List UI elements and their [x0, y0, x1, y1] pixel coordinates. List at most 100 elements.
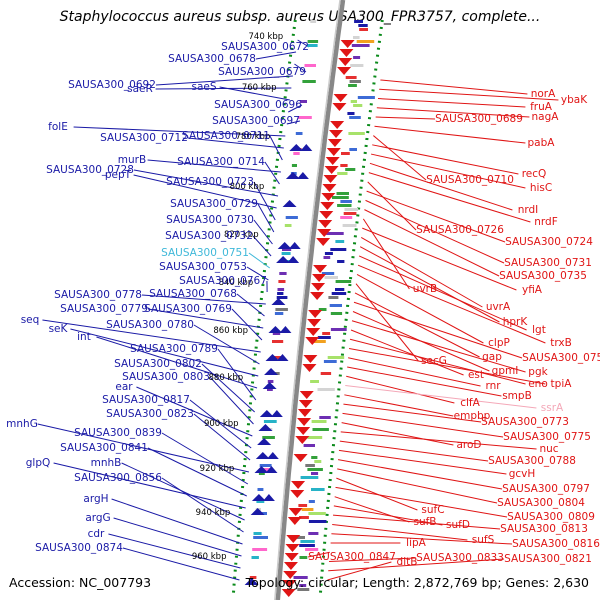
gene-block: [279, 272, 287, 275]
connector-sausa300-0874: [122, 547, 240, 581]
gene-block: [293, 576, 308, 579]
connector-sufb: [334, 496, 410, 523]
gene-block: [349, 116, 361, 119]
connector-sausa300-0768: [236, 293, 265, 317]
kbp-tick-label: 760 kbp: [242, 83, 277, 93]
gene-block: [299, 544, 315, 547]
gene-block: [351, 44, 370, 47]
gene-block: [317, 388, 335, 391]
gene-label-cdr: cdr: [88, 528, 105, 540]
gene-block: [299, 100, 307, 103]
plus-strand-arrow: [291, 481, 306, 489]
gene-block: [308, 512, 326, 515]
gene-label-sufc: sufC: [421, 504, 444, 516]
plus-strand-arrow: [311, 283, 326, 291]
plus-strand-arrow: [286, 535, 301, 543]
gene-label-sausa300-0856: SAUSA300_0856: [74, 472, 162, 484]
gene-label-naga: nagA: [532, 111, 560, 123]
gene-label-nuc: nuc: [539, 443, 558, 455]
minus-strand-arrow: [296, 172, 309, 179]
gene-block: [311, 488, 325, 491]
gene-block: [252, 548, 268, 551]
connector-gap: [354, 292, 480, 358]
plus-strand-arrow: [325, 157, 340, 165]
connector-seq: [42, 319, 261, 353]
minus-strand-arrow: [288, 242, 301, 249]
connector-sausa300-0769: [231, 308, 263, 341]
connector-sausa300-0839: [161, 432, 249, 485]
plus-strand-arrow: [308, 310, 323, 318]
gene-label-hprk: hprK: [503, 316, 529, 328]
gene-block: [323, 256, 331, 259]
gene-label-sausa300-0788: SAUSA300_0788: [488, 455, 576, 467]
gene-block: [311, 472, 319, 475]
connector-sausa300-0833: [328, 557, 417, 562]
plus-strand-arrow: [320, 202, 335, 210]
connector-secg: [355, 283, 419, 362]
connector-clpp: [356, 274, 484, 344]
gene-block: [308, 532, 319, 535]
connector-sausa300-0731: [365, 199, 505, 264]
gene-block: [300, 540, 315, 543]
plus-strand-arrow: [316, 238, 331, 246]
gene-block: [272, 340, 284, 343]
gene-label-argg: argG: [85, 512, 110, 524]
gene-block: [337, 172, 348, 175]
plus-strand-arrow: [332, 103, 347, 111]
plus-strand-arrow: [282, 580, 297, 588]
gene-label-sausa300-0780: SAUSA300_0780: [106, 319, 194, 331]
connector-sausa300-0751: [248, 252, 271, 269]
plus-strand-arrow: [318, 220, 333, 228]
gene-block: [329, 304, 342, 307]
connector-glpq: [53, 462, 246, 509]
minus-strand-arrow: [287, 256, 300, 263]
connector-sausa300-0789: [217, 348, 257, 401]
gene-label-sausa300-0821: SAUSA300_0821: [504, 553, 592, 565]
gene-block: [326, 232, 344, 235]
gene-block: [350, 100, 357, 103]
plus-strand-arrow: [305, 337, 320, 345]
gene-label-sausa300-0797: SAUSA300_0797: [502, 483, 590, 495]
gene-label-frua: fruA: [530, 101, 553, 113]
connector-sausa300-0817: [189, 399, 252, 449]
gene-label-sufs: sufS: [472, 534, 495, 546]
gene-block: [349, 80, 361, 83]
gene-label-sausa300-0841: SAUSA300_0841: [60, 442, 148, 454]
kbp-tick-label: 900 kbp: [204, 419, 239, 429]
gene-label-arod: aroD: [456, 439, 481, 451]
gene-block: [284, 224, 292, 227]
connector-uvra: [360, 236, 483, 308]
gene-block: [272, 332, 281, 335]
minus-strand-arrow: [258, 424, 273, 431]
gene-label-sausa300-0731: SAUSA300_0731: [504, 257, 592, 269]
plus-strand-arrow: [326, 148, 341, 156]
connector-sausa300-0841: [147, 447, 247, 497]
gene-label-sausa300-0732: SAUSA300_0732: [165, 230, 253, 242]
gene-label-int: int: [77, 331, 91, 343]
minus-strand-arrow: [250, 508, 265, 515]
connector-sausa300-0804: [337, 468, 498, 504]
gene-block: [350, 64, 364, 67]
gene-block: [353, 56, 361, 59]
gene-label-lgt: lgt: [532, 324, 546, 336]
gene-block: [317, 336, 331, 339]
connector-sausa300-0697: [286, 120, 301, 125]
gene-block: [320, 372, 332, 375]
plus-strand-arrow: [284, 553, 299, 561]
kbp-tick-label: 780 kbp: [236, 132, 271, 142]
gene-block: [270, 356, 284, 359]
gene-label-sausa300-0710: SAUSA300_0710: [426, 174, 514, 186]
connector-dltb: [327, 561, 392, 581]
gene-label-saer: saeR: [127, 83, 153, 95]
connector-lgt: [358, 255, 527, 331]
gene-label-sausa300-0809: SAUSA300_0809: [507, 511, 595, 523]
kbp-tick-label: 840 kbp: [219, 278, 254, 288]
gene-label-ear: ear: [115, 381, 133, 393]
minus-strand-arrow: [262, 494, 275, 501]
gene-block: [307, 468, 323, 471]
plus-strand-arrow: [298, 400, 313, 408]
gene-label-smpb: smpB: [502, 390, 532, 402]
gene-label-mnhb: mnhB: [91, 457, 122, 469]
